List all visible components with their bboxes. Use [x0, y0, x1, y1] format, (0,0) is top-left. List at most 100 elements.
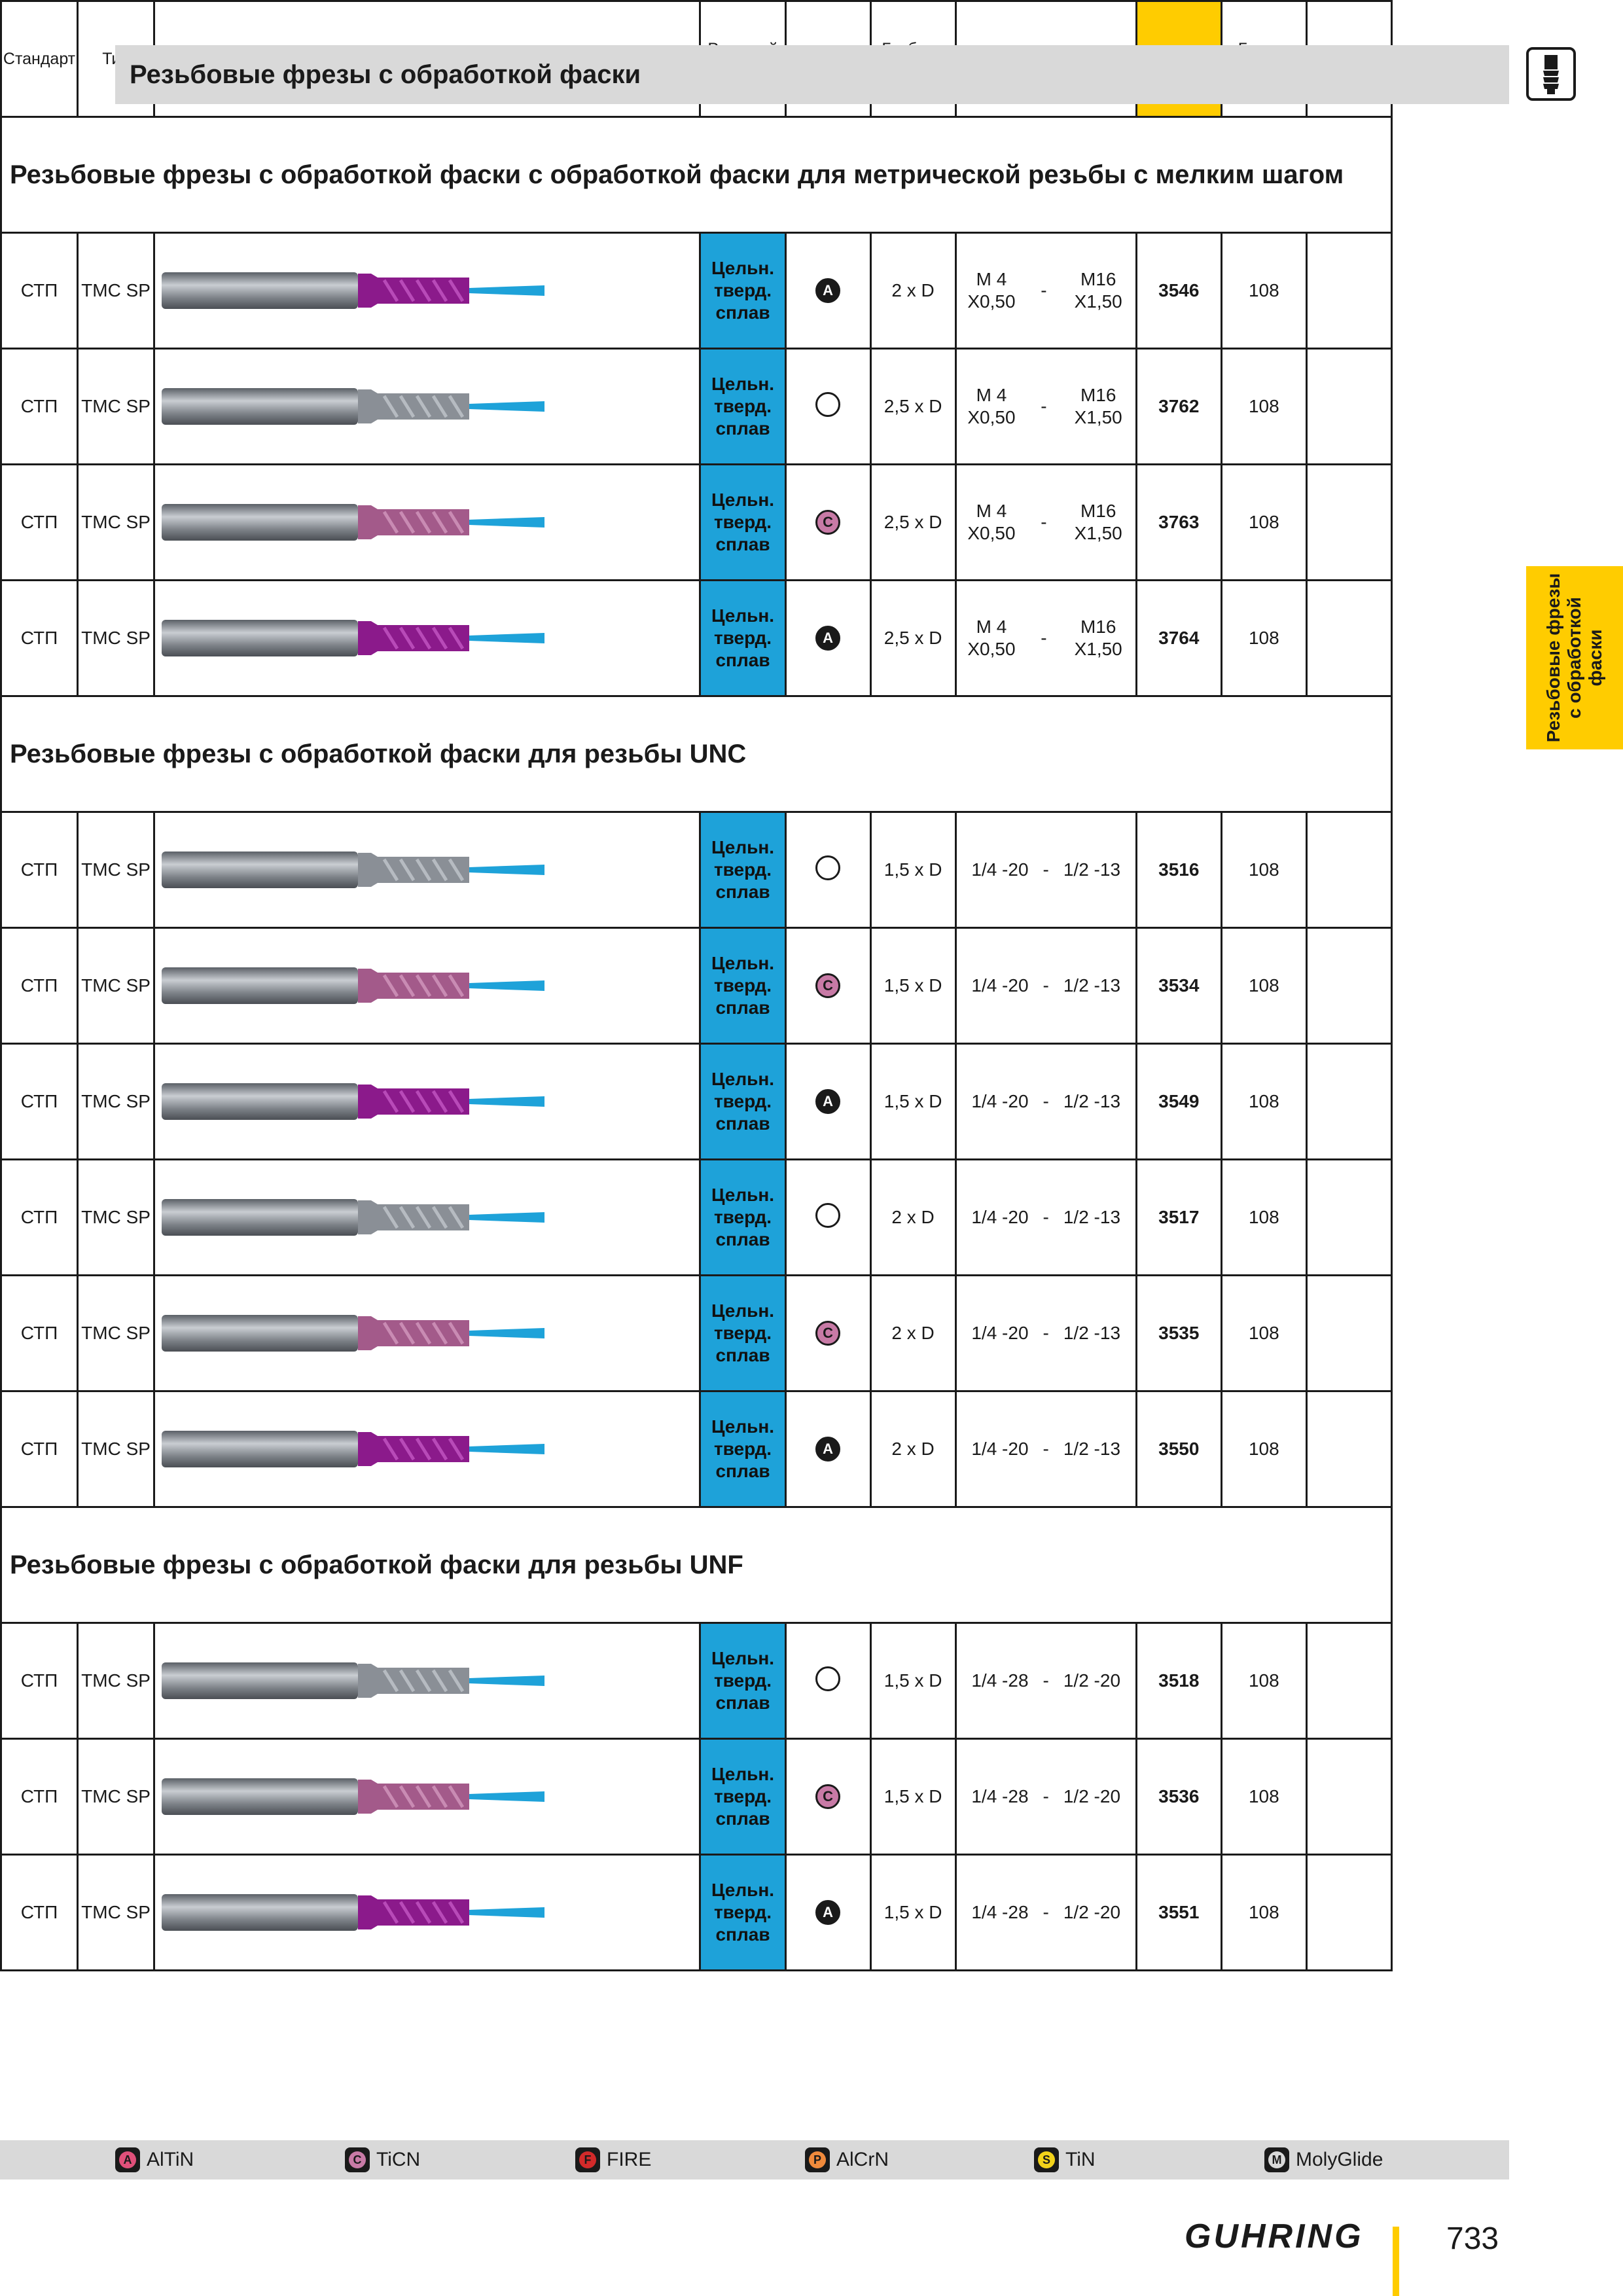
page-cell [1305, 1274, 1393, 1392]
tool-image [162, 967, 545, 1004]
type-cell: TMC SP [77, 232, 156, 350]
range-from: 1/4 -20 [971, 1091, 1029, 1111]
article-cell[interactable]: 3517 [1135, 1158, 1222, 1276]
tool-image [162, 620, 545, 656]
coating-cell: A [784, 232, 872, 350]
range-from: 1/4 -20 [971, 859, 1029, 880]
discount-cell: 108 [1220, 1390, 1308, 1508]
range-from: M 4 X0,50 [967, 617, 1016, 659]
range-cell: 1/4 -20-1/2 -13 [954, 1043, 1137, 1160]
range-to: 1/2 -13 [1063, 859, 1121, 880]
depth-cell: 2 x D [869, 1158, 957, 1276]
coating-cell: C [784, 463, 872, 581]
range-cell: 1/4 -20-1/2 -13 [954, 927, 1137, 1045]
depth-cell: 1,5 x D [869, 1622, 957, 1740]
page-cell [1305, 1854, 1393, 1971]
type-cell: TMC SP [77, 1622, 156, 1740]
article-cell[interactable]: 3518 [1135, 1622, 1222, 1740]
legend-letter: C [349, 2151, 366, 2168]
table-row[interactable]: СТП TMC SP Цельн. тверд. сплав C 1,5 x D 1/4 … [0, 927, 1393, 1045]
article-cell[interactable]: 3546 [1135, 232, 1222, 350]
tool-image-cell [153, 1274, 702, 1392]
discount-cell: 108 [1220, 579, 1308, 697]
article-cell[interactable]: 3763 [1135, 463, 1222, 581]
standard-cell: СТП [0, 1738, 79, 1856]
material-cell: Цельн. тверд. сплав [699, 1043, 787, 1160]
range-from: 1/4 -28 [971, 1902, 1029, 1922]
table-row[interactable]: СТП TMC SP Цельн. тверд. сплав A 2 x D 1/4 -2… [0, 1390, 1393, 1508]
table-row[interactable]: СТП TMC SP Цельн. тверд. сплав A 1,5 x D 1/4 … [0, 1043, 1393, 1160]
side-tab[interactable]: Резьбовые фрезы с обработкой фаски [1526, 566, 1623, 749]
tool-image [162, 1431, 545, 1467]
range-cell: M 4 X0,50 - M16 X1,50 [954, 348, 1137, 465]
type-cell: TMC SP [77, 1390, 156, 1508]
article-cell[interactable]: 3549 [1135, 1043, 1222, 1160]
material-cell: Цельн. тверд. сплав [699, 811, 787, 929]
material-cell: Цельн. тверд. сплав [699, 348, 787, 465]
type-cell: TMC SP [77, 1043, 156, 1160]
article-cell[interactable]: 3550 [1135, 1390, 1222, 1508]
legend-letter: M [1268, 2151, 1285, 2168]
table-row[interactable]: СТП TMC SP Цельн. тверд. сплав 2 x D 1/4 -20… [0, 1158, 1393, 1276]
article-cell[interactable]: 3764 [1135, 579, 1222, 697]
coating-altin-icon: A [115, 2147, 140, 2172]
range-from: M 4 X0,50 [967, 501, 1016, 543]
standard-cell: СТП [0, 232, 79, 350]
table-row[interactable]: СТП TMC SP Цельн. тверд. сплав C 2 x D 1/4 -2… [0, 1274, 1393, 1392]
coating-cell: C [784, 1738, 872, 1856]
article-cell[interactable]: 3551 [1135, 1854, 1222, 1971]
material-cell: Цельн. тверд. сплав [699, 579, 787, 697]
range-dash: - [1041, 280, 1047, 300]
coating-fire-icon: F [575, 2147, 600, 2172]
article-cell[interactable]: 3536 [1135, 1738, 1222, 1856]
page-cell [1305, 579, 1393, 697]
range-dash: - [1043, 1323, 1049, 1343]
page-cell [1305, 927, 1393, 1045]
article-cell[interactable]: 3516 [1135, 811, 1222, 929]
range-dash: - [1043, 1786, 1049, 1806]
type-cell: TMC SP [77, 1854, 156, 1971]
tool-image-cell [153, 1158, 702, 1276]
tool-image-cell [153, 579, 702, 697]
range-from: M 4 X0,50 [967, 385, 1016, 427]
legend-item: P AlCrN [805, 2140, 889, 2179]
tool-image [162, 1083, 545, 1120]
table-row[interactable]: СТП TMC SP Цельн. тверд. сплав C 1,5 x D 1/4 … [0, 1738, 1393, 1856]
legend-label: TiCN [376, 2149, 421, 2170]
tool-image [162, 1662, 545, 1699]
range-dash: - [1043, 1091, 1049, 1111]
coating-badge-icon: A [815, 1089, 841, 1114]
standard-cell: СТП [0, 1043, 79, 1160]
article-cell[interactable]: 3762 [1135, 348, 1222, 465]
range-to: M16 X1,50 [1074, 385, 1122, 427]
range-cell: M 4 X0,50 - M16 X1,50 [954, 579, 1137, 697]
page-cell [1305, 811, 1393, 929]
tool-image [162, 504, 545, 541]
coating-badge-icon: C [815, 1321, 841, 1346]
range-dash: - [1041, 628, 1047, 648]
coating-cell: C [784, 927, 872, 1045]
tool-image-cell [153, 811, 702, 929]
range-to: M16 X1,50 [1074, 617, 1122, 659]
material-cell: Цельн. тверд. сплав [699, 1158, 787, 1276]
material-cell: Цельн. тверд. сплав [699, 232, 787, 350]
coating-alcrn-icon: P [805, 2147, 830, 2172]
tool-image-cell [153, 232, 702, 350]
coating-cell [784, 1158, 872, 1276]
range-dash: - [1043, 1439, 1049, 1459]
material-cell: Цельн. тверд. сплав [699, 1738, 787, 1856]
article-cell[interactable]: 3535 [1135, 1274, 1222, 1392]
table-row[interactable]: СТП TMC SP Цельн. тверд. сплав A 1,5 x D 1/4 … [0, 1854, 1393, 1971]
range-to: 1/2 -13 [1063, 1091, 1121, 1111]
table-row[interactable]: СТП TMC SP Цельн. тверд. сплав 1,5 x D 1/4 -… [0, 811, 1393, 929]
product-table: Стандарт Тип Изображение инструмента Реж… [0, 0, 1393, 1971]
section-title: Резьбовые фрезы с обработкой фаски для р… [0, 1506, 1393, 1624]
material-cell: Цельн. тверд. сплав [699, 1622, 787, 1740]
article-cell[interactable]: 3534 [1135, 927, 1222, 1045]
table-row[interactable]: СТП TMC SP Цельн. тверд. сплав 1,5 x D 1/4 -… [0, 1622, 1393, 1740]
tool-image [162, 1778, 545, 1815]
